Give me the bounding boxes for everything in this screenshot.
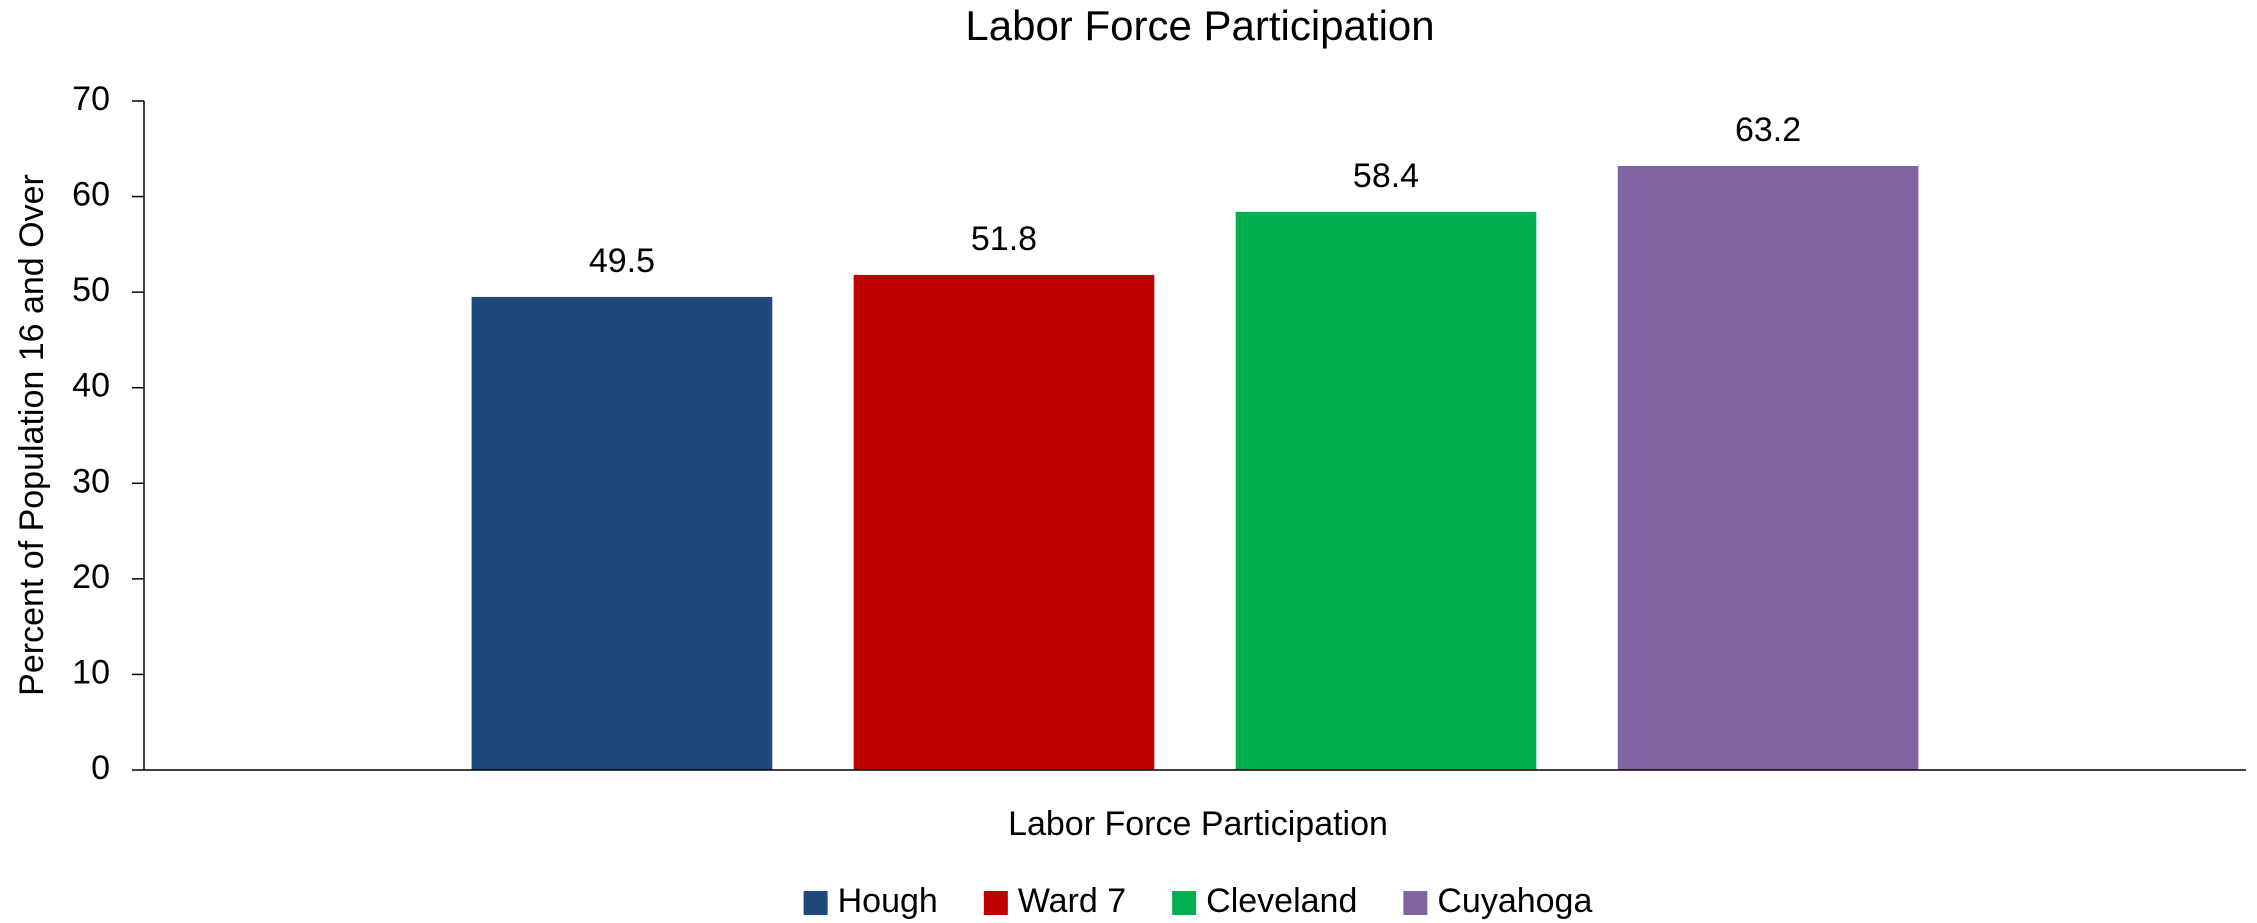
bar — [1617, 165, 1919, 770]
y-tick-label: 60 — [72, 176, 110, 214]
data-label: 51.8 — [971, 220, 1037, 258]
data-label: 58.4 — [1353, 157, 1419, 195]
bar — [853, 274, 1155, 770]
y-tick-label: 20 — [72, 558, 110, 596]
legend-label: Cuyahoga — [1437, 882, 1592, 920]
y-tick-label: 40 — [72, 367, 110, 405]
legend-swatch — [1403, 891, 1428, 915]
y-tick-label: 30 — [72, 462, 110, 500]
y-tick-label: 10 — [72, 653, 110, 691]
y-tick-label: 0 — [91, 749, 110, 787]
bar — [471, 296, 773, 770]
legend-label: Hough — [838, 882, 938, 920]
legend-swatch — [803, 891, 828, 915]
chart-title: Labor Force Participation — [965, 2, 1434, 49]
legend-label: Ward 7 — [1018, 882, 1126, 920]
legend-swatch — [1172, 891, 1197, 915]
y-tick-label: 50 — [72, 271, 110, 309]
legend-label: Cleveland — [1206, 882, 1357, 920]
data-label: 63.2 — [1735, 111, 1801, 149]
bar — [1235, 211, 1537, 770]
y-tick-label: 70 — [72, 80, 110, 118]
y-axis-label: Percent of Population 16 and Over — [13, 174, 51, 696]
data-label: 49.5 — [589, 242, 655, 280]
legend-swatch — [983, 891, 1008, 915]
x-axis-label: Labor Force Participation — [1008, 805, 1388, 843]
